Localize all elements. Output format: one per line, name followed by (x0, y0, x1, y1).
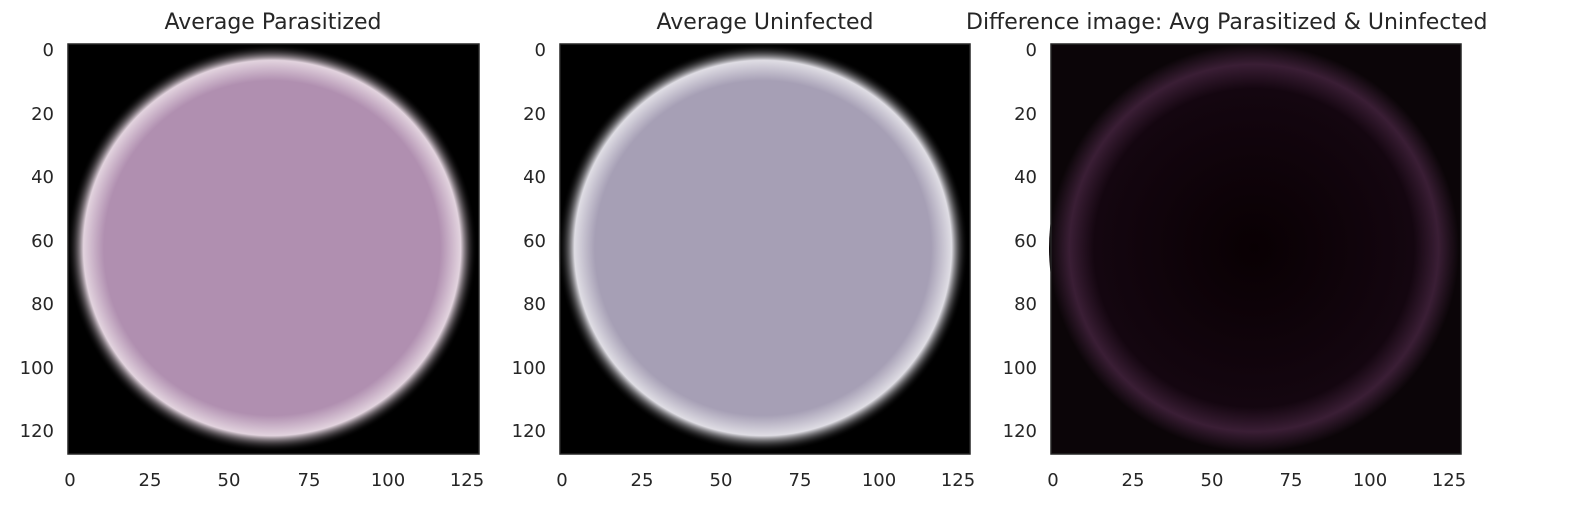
y-tick-label: 60 (1014, 231, 1037, 252)
y-tick-label: 40 (523, 167, 546, 188)
y-tick-label: 40 (1014, 167, 1037, 188)
x-tick-label: 75 (298, 470, 321, 491)
axes-frame (559, 43, 971, 455)
y-tick-label: 20 (523, 104, 546, 125)
plot-difference-image: 0 20 40 60 80 100 120 0 25 50 75 100 125 (1003, 40, 1467, 491)
y-tick-label: 80 (1014, 294, 1037, 315)
y-tick-label: 0 (43, 40, 54, 61)
y-tick-label: 20 (1014, 104, 1037, 125)
x-tick-label: 125 (1432, 470, 1466, 491)
x-tick-label: 100 (371, 470, 405, 491)
y-tick-label: 60 (523, 231, 546, 252)
y-tick-label: 100 (20, 358, 54, 379)
x-tick-label: 25 (631, 470, 654, 491)
panel-difference-image: 0 20 40 60 80 100 120 0 25 50 75 100 125… (966, 0, 1487, 506)
x-tick-label: 25 (139, 470, 162, 491)
axes-frame (67, 43, 480, 455)
panel-average-parasitized: 0 20 40 60 80 100 120 0 25 50 75 100 125… (0, 0, 485, 506)
y-tick-label: 80 (31, 294, 54, 315)
plot-average-uninfected: 0 20 40 60 80 100 120 0 25 50 75 100 125 (512, 40, 976, 491)
y-tick-label: 120 (20, 421, 54, 442)
x-tick-label: 50 (710, 470, 733, 491)
y-tick-label: 80 (523, 294, 546, 315)
x-tick-label: 100 (862, 470, 896, 491)
y-tick-label: 120 (1003, 421, 1037, 442)
cell-image (67, 44, 477, 452)
x-tick-label: 0 (1047, 470, 1058, 491)
y-tick-label: 60 (31, 231, 54, 252)
x-tick-label: 75 (789, 470, 812, 491)
panel-title: Average Uninfected (656, 10, 874, 35)
x-tick-label: 125 (941, 470, 975, 491)
x-tick-label: 75 (1280, 470, 1303, 491)
axes-frame (1050, 43, 1462, 455)
cell-image (558, 44, 968, 452)
panel-average-uninfected: 0 20 40 60 80 100 120 0 25 50 75 100 125… (492, 0, 976, 506)
difference-image (1049, 44, 1459, 452)
x-tick-label: 100 (1353, 470, 1387, 491)
y-tick-label: 100 (1003, 358, 1037, 379)
panel-title: Average Parasitized (164, 10, 382, 35)
x-tick-label: 125 (450, 470, 484, 491)
x-tick-label: 0 (556, 470, 567, 491)
y-tick-label: 40 (31, 167, 54, 188)
y-tick-label: 0 (1026, 40, 1037, 61)
y-tick-label: 0 (535, 40, 546, 61)
y-tick-label: 20 (31, 104, 54, 125)
x-tick-label: 25 (1122, 470, 1145, 491)
y-tick-label: 100 (512, 358, 546, 379)
panel-title: Difference image: Avg Parasitized & Unin… (966, 10, 1488, 35)
plot-average-parasitized: 0 20 40 60 80 100 120 0 25 50 75 100 125 (20, 40, 485, 491)
x-tick-label: 0 (64, 470, 75, 491)
x-tick-label: 50 (1201, 470, 1224, 491)
y-tick-label: 120 (512, 421, 546, 442)
x-tick-label: 50 (218, 470, 241, 491)
